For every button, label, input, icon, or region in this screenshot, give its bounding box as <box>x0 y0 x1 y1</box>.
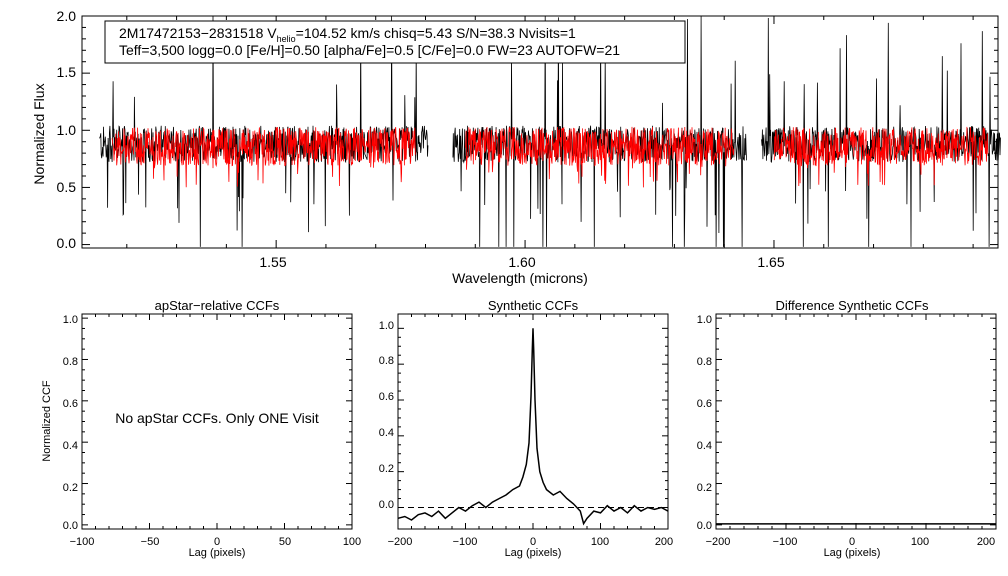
synthetic-ccf-ytick-label: 0.2 <box>379 463 394 475</box>
apstar-ccf-ytick-label: 0.2 <box>63 482 78 494</box>
difference-ccf-ticks <box>715 314 997 529</box>
spectrum-series-model <box>111 126 989 188</box>
annotation-line-2: Teff=3,500 logg=0.0 [Fe/H]=0.50 [alpha/F… <box>119 42 620 58</box>
spectrum-xtick-label: 1.65 <box>757 254 784 270</box>
spectrum-ytick-label: 2.0 <box>57 8 77 24</box>
spectrum-observed-chip <box>761 17 1001 247</box>
apstar-ccf-message: No apStar CCFs. Only ONE Visit <box>115 410 319 426</box>
spectrum-ytick-label: 0.5 <box>57 179 77 195</box>
difference-ccf-ytick-label: 0.4 <box>697 440 712 452</box>
difference-ccf-xtick-label: 100 <box>911 536 929 548</box>
difference-ccf-frame <box>715 313 997 530</box>
difference-ccf-panel: Difference Synthetic CCFs 0.0 0.2 0.4 0.… <box>697 298 997 559</box>
difference-ccf-ytick-label: 0.8 <box>697 356 712 368</box>
synthetic-ccf-xtick-label: 100 <box>591 536 609 548</box>
difference-ccf-xtick-label: −100 <box>773 536 798 548</box>
synthetic-ccf-xtick-label: 0 <box>530 536 536 548</box>
synthetic-ccf-ytick-label: 0.0 <box>379 499 394 511</box>
spectrum-xtick-label: 1.55 <box>259 254 286 270</box>
spectrum-frame <box>81 15 999 249</box>
synthetic-ccf-xlabel: Lag (pixels) <box>505 547 562 559</box>
synthetic-ccf-ticks <box>397 314 669 529</box>
apstar-ccf-title: apStar−relative CCFs <box>155 298 280 313</box>
apstar-ccf-xlabel: Lag (pixels) <box>189 547 246 559</box>
difference-ccf-xlabel: Lag (pixels) <box>824 547 881 559</box>
difference-ccf-ytick-label: 0.2 <box>697 482 712 494</box>
spectrum-ylabel: Normalized Flux <box>31 83 47 184</box>
apstar-ccf-ytick-label: 0.4 <box>63 440 78 452</box>
apstar-ccf-ylabel: Normalized CCF <box>41 380 53 462</box>
spectrum-panel: 1.55 1.60 1.65 0.0 0.5 1.0 1.5 2.0 Wavel… <box>31 8 1001 286</box>
difference-ccf-xtick-label: −200 <box>706 536 731 548</box>
annotation-star-id: 2M17472153−2831518 V <box>119 25 277 41</box>
spectrum-xlabel: Wavelength (microns) <box>452 270 588 286</box>
synthetic-ccf-line <box>397 328 669 526</box>
spectrum-model-chip <box>465 126 735 188</box>
spectrum-model-chip <box>773 126 989 187</box>
synthetic-ccf-ytick-label: 0.6 <box>379 391 394 403</box>
apstar-ccf-ytick-label: 0.8 <box>63 356 78 368</box>
synthetic-ccf-panel: Synthetic CCFs 0.0 0.2 0.4 0.6 0.8 1.0 −… <box>379 298 673 559</box>
apstar-ccf-ytick-label: 0.0 <box>63 520 78 532</box>
apstar-ccf-ytick-label: 0.6 <box>63 398 78 410</box>
spectrum-ticks <box>82 15 998 248</box>
spectrum-ytick-label: 1.0 <box>57 122 77 138</box>
apstar-ccf-xtick-label: −100 <box>70 536 95 548</box>
spectrum-model-chip <box>111 126 416 188</box>
apstar-ccf-xtick-label: 50 <box>279 536 291 548</box>
apstar-ccf-panel: apStar−relative CCFs No apStar CCFs. Onl… <box>41 298 361 559</box>
annotation-subscript: helio <box>277 34 296 44</box>
synthetic-ccf-ytick-label: 1.0 <box>379 320 394 332</box>
synthetic-ccf-xtick-label: −100 <box>453 536 478 548</box>
synthetic-ccf-xtick-label: −200 <box>388 536 413 548</box>
apstar-ccf-xtick-label: −50 <box>141 536 160 548</box>
synthetic-ccf-title: Synthetic CCFs <box>488 298 579 313</box>
apstar-ccf-xtick-label: 100 <box>343 536 361 548</box>
difference-ccf-xtick-label: 200 <box>977 536 995 548</box>
spectrum-ytick-label: 1.5 <box>57 64 77 80</box>
spectrum-xtick-label: 1.60 <box>508 254 535 270</box>
difference-ccf-ytick-label: 0.0 <box>697 520 712 532</box>
synthetic-ccf-ytick-label: 0.4 <box>379 427 394 439</box>
difference-ccf-xtick-label: 0 <box>849 536 855 548</box>
spectrum-ytick-label: 0.0 <box>57 235 77 251</box>
spectrum-annotation: 2M17472153−2831518 Vhelio=104.52 km/s ch… <box>104 20 686 64</box>
difference-ccf-title: Difference Synthetic CCFs <box>776 298 929 313</box>
synthetic-ccf-ytick-label: 0.8 <box>379 355 394 367</box>
difference-ccf-ytick-label: 1.0 <box>697 314 712 326</box>
apstar-ccf-ticks <box>81 314 353 529</box>
annotation-box <box>104 20 686 64</box>
annotation-line-1: 2M17472153−2831518 Vhelio=104.52 km/s ch… <box>119 25 576 44</box>
apstar-ccf-xtick-label: 0 <box>214 536 220 548</box>
difference-ccf-ytick-label: 0.6 <box>697 398 712 410</box>
synthetic-ccf-xtick-label: 200 <box>655 536 673 548</box>
annotation-params: =104.52 km/s chisq=5.43 S/N=38.3 Nvisits… <box>296 25 576 41</box>
apstar-ccf-ytick-label: 1.0 <box>63 314 78 326</box>
